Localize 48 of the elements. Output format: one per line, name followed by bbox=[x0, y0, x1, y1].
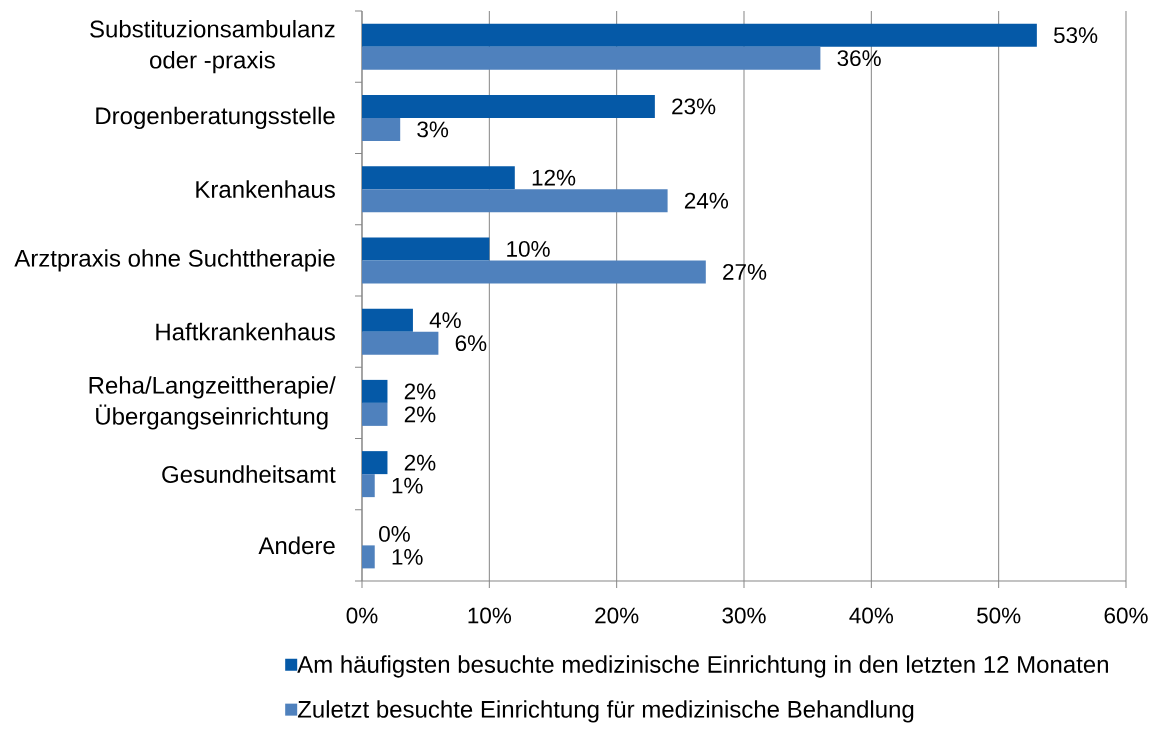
bar bbox=[362, 166, 515, 190]
data-label: 0% bbox=[379, 525, 410, 542]
data-label: 12% bbox=[532, 169, 576, 186]
legend-label: Am häufigsten besuchte medizinische Einrichtung in den letzten 12 Monaten bbox=[297, 655, 1108, 678]
data-label: 10% bbox=[507, 240, 550, 257]
x-tick-label: 40% bbox=[849, 607, 894, 624]
x-tick-label: 30% bbox=[722, 607, 766, 624]
x-tick-label: 20% bbox=[595, 607, 639, 624]
y-tick-label: Arztpraxis ohne Suchttherapie bbox=[14, 249, 335, 272]
data-label: 6% bbox=[455, 335, 487, 352]
y-tick-label: Reha/Langzeittherapie/ Übergangseinrichtung bbox=[89, 376, 336, 430]
data-label: 4% bbox=[429, 312, 461, 328]
bar bbox=[362, 308, 413, 332]
y-tick-label: Gesundheitsamt bbox=[162, 465, 336, 483]
bar bbox=[362, 379, 388, 403]
y-tick-label: Drogenberatungsstelle bbox=[96, 106, 335, 130]
legend-label: Zuletzt besuchte Einrichtung für medizinische Behandlung bbox=[297, 700, 914, 723]
bar bbox=[362, 474, 375, 498]
x-tick-label: 60% bbox=[1104, 607, 1148, 624]
x-tick-label: 10% bbox=[468, 607, 512, 624]
bar bbox=[362, 402, 388, 426]
bar bbox=[362, 23, 1037, 47]
data-label: 36% bbox=[837, 50, 881, 67]
data-label: 27% bbox=[723, 263, 767, 280]
data-label: 2% bbox=[404, 454, 436, 471]
data-label: 3% bbox=[417, 121, 449, 138]
y-tick-label: Andere bbox=[258, 536, 335, 555]
bar bbox=[362, 117, 401, 141]
bar bbox=[362, 94, 655, 118]
bar bbox=[362, 331, 439, 355]
data-label: 2% bbox=[404, 406, 436, 423]
data-label: 23% bbox=[672, 98, 716, 115]
y-tick-label: Haftkrankenhaus bbox=[156, 322, 335, 341]
data-label: 1% bbox=[392, 477, 423, 494]
bar bbox=[362, 189, 668, 213]
bar bbox=[362, 260, 706, 284]
data-label: 24% bbox=[684, 192, 729, 209]
bar bbox=[362, 46, 821, 70]
data-label: 2% bbox=[404, 383, 436, 400]
x-tick-label: 50% bbox=[977, 607, 1021, 624]
y-tick-label: Krankenhaus bbox=[196, 180, 335, 198]
data-label: 1% bbox=[392, 549, 423, 565]
bar bbox=[362, 451, 388, 475]
bar bbox=[362, 237, 490, 261]
bar bbox=[362, 545, 375, 569]
y-tick-label: Substituzionsambulanz oder -praxis bbox=[90, 19, 335, 74]
x-tick-label: 0% bbox=[346, 607, 378, 624]
data-label: 53% bbox=[1053, 27, 1098, 44]
